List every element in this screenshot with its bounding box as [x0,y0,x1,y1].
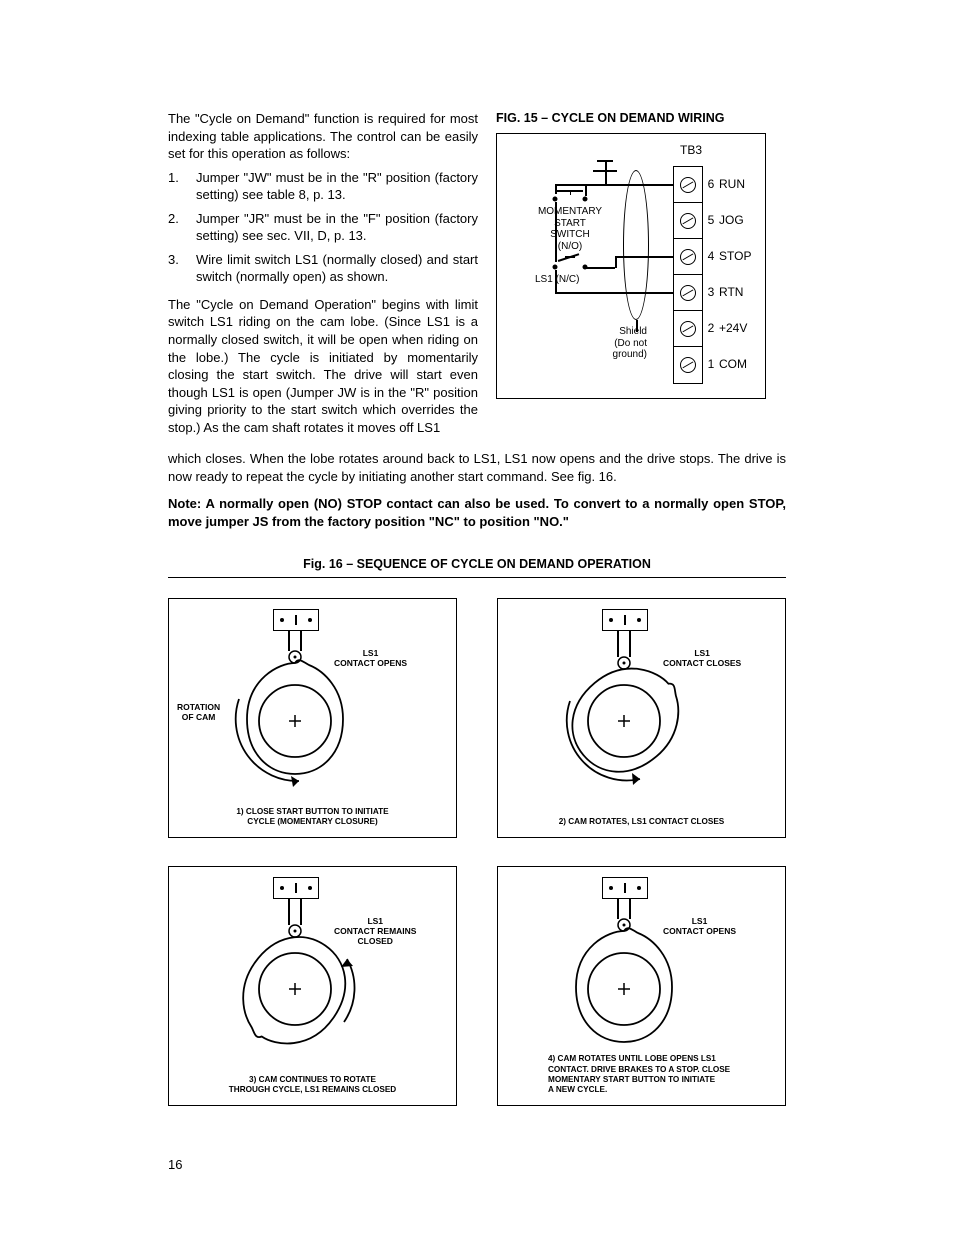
step-num: 2. [168,210,196,245]
intro-paragraph: The "Cycle on Demand" function is requir… [168,110,478,163]
terminal-num: 2 [705,310,717,346]
rotation-label: ROTATION OF CAM [177,703,220,723]
operation-paragraph: The "Cycle on Demand Operation" begins w… [168,296,478,436]
fig16-grid: LS1 CONTACT OPENS ROTATION OF CAM 1) CLO… [168,598,786,1106]
cam-diagram-icon [498,599,778,809]
terminal-label: COM [719,346,757,382]
cam-diagram-icon [169,867,449,1077]
terminal-label: STOP [719,238,757,274]
step-num: 1. [168,169,196,204]
terminal-screw-icon [680,249,696,265]
horizontal-rule [168,577,786,578]
step-text: Wire limit switch LS1 (normally closed) … [196,251,478,286]
terminal-label: RTN [719,274,757,310]
panel-caption: 4) CAM ROTATES UNTIL LOBE OPENS LS1 CONT… [498,1054,785,1095]
fig16-title: Fig. 16 – SEQUENCE OF CYCLE ON DEMAND OP… [168,556,786,573]
fig15-title: FIG. 15 – CYCLE ON DEMAND WIRING [496,110,786,127]
ls1-contact-label: LS1 CONTACT REMAINS CLOSED [334,917,416,946]
terminal-num: 3 [705,274,717,310]
panel-caption: 3) CAM CONTINUES TO ROTATE THROUGH CYCLE… [169,1075,456,1096]
terminal-num: 4 [705,238,717,274]
terminal-screw-icon [680,285,696,301]
terminal-screw-icon [680,357,696,373]
panel-caption: 2) CAM ROTATES, LS1 CONTACT CLOSES [498,817,785,827]
fig16-panel-2: LS1 CONTACT CLOSES 2) CAM ROTATES, LS1 C… [497,598,786,838]
fig16-panel-1: LS1 CONTACT OPENS ROTATION OF CAM 1) CLO… [168,598,457,838]
terminal-screw-icon [680,177,696,193]
ls1-contact-label: LS1 CONTACT OPENS [334,649,407,669]
shield-label: Shield (Do not ground) [577,326,647,361]
tb3-label: TB3 [505,142,757,158]
terminal-label: JOG [719,202,757,238]
setup-steps: 1.Jumper "JW" must be in the "R" positio… [168,169,478,286]
ls1-contact-label: LS1 CONTACT CLOSES [663,649,741,669]
note-paragraph: Note: A normally open (NO) STOP contact … [168,495,786,530]
terminal-num: 6 [705,166,717,202]
fig15-diagram: TB3 6 5 4 3 2 1 [496,133,766,399]
terminal-num: 5 [705,202,717,238]
panel-caption: 1) CLOSE START BUTTON TO INITIATE CYCLE … [169,807,456,828]
fig16-panel-4: LS1 CONTACT OPENS 4) CAM ROTATES UNTIL L… [497,866,786,1106]
step-text: Jumper "JR" must be in the "F" position … [196,210,478,245]
cam-diagram-icon [498,867,778,1067]
terminal-screw-icon [680,213,696,229]
fig16-panel-3: LS1 CONTACT REMAINS CLOSED 3) CAM CONTIN… [168,866,457,1106]
terminal-label: RUN [719,166,757,202]
step-num: 3. [168,251,196,286]
terminal-label: +24V [719,310,757,346]
terminal-num: 1 [705,346,717,382]
terminal-screw-icon [680,321,696,337]
page-number: 16 [168,1156,786,1174]
continuation-paragraph: which closes. When the lobe rotates arou… [168,450,786,485]
momentary-switch-label: MOMENTARY START SWITCH (N/O) [535,206,605,252]
ls1-contact-label: LS1 CONTACT OPENS [663,917,736,937]
step-text: Jumper "JW" must be in the "R" position … [196,169,478,204]
ls1-label: LS1 (N/C) [535,274,595,286]
